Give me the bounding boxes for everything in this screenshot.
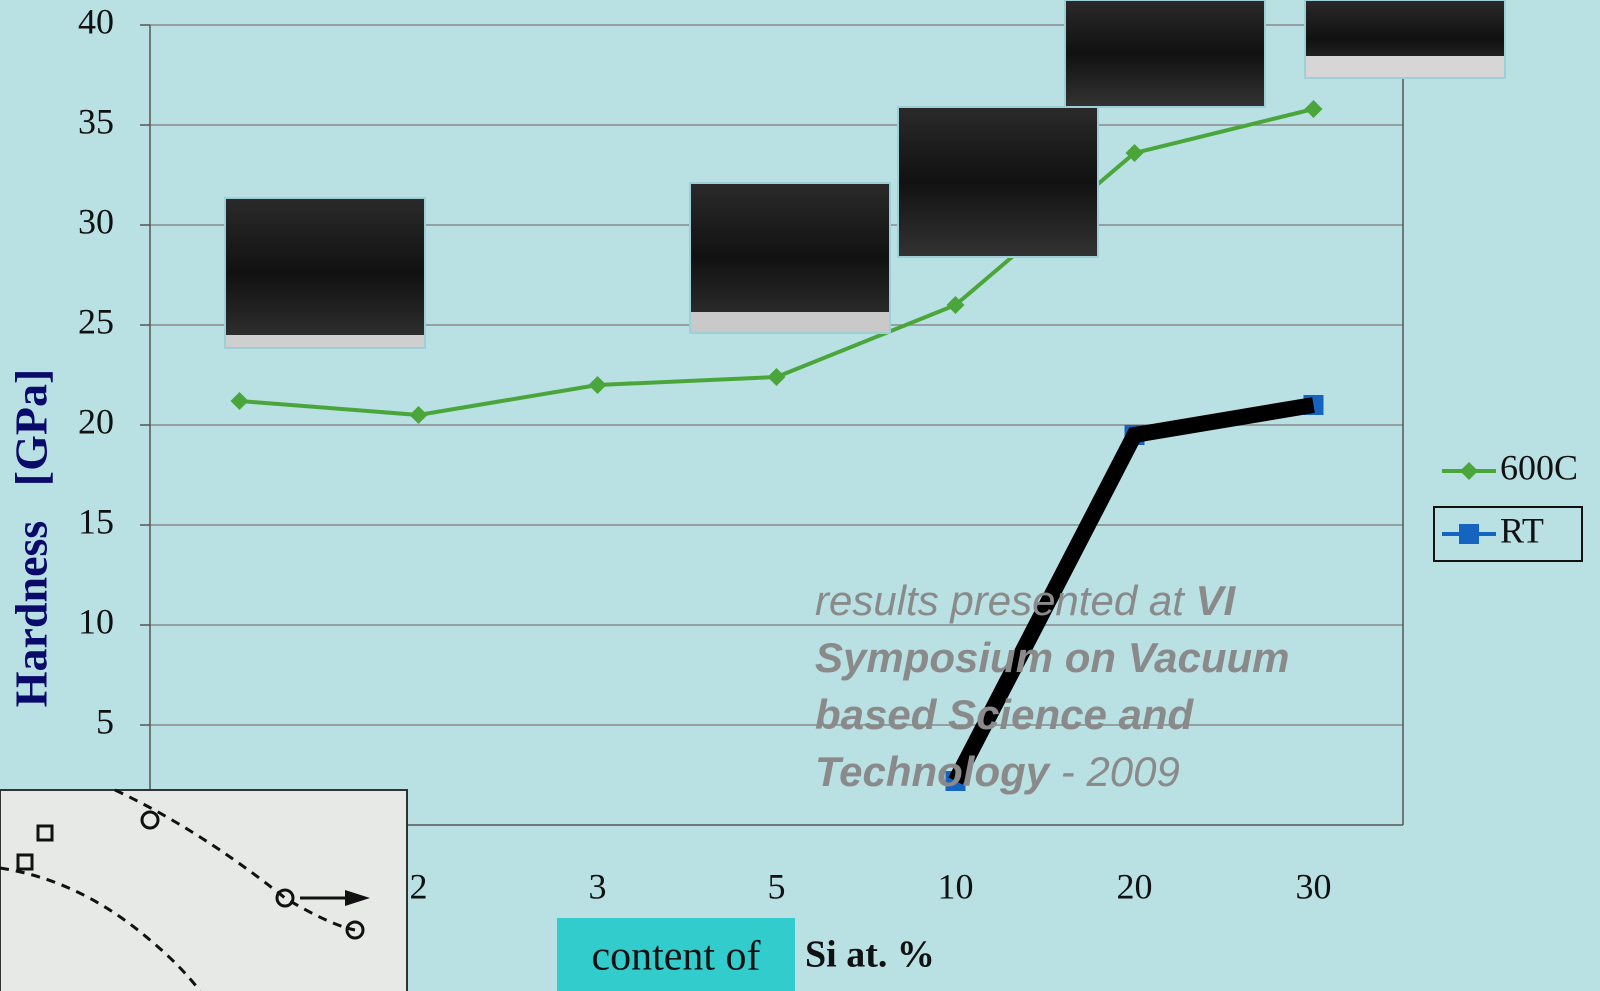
x-label-box [557, 918, 795, 991]
y-tick-label: 10 [78, 601, 114, 641]
annotation-part: Symposium on Vacuum [815, 634, 1290, 681]
x-tick-label: 3 [589, 866, 607, 906]
x-tick-label: 5 [768, 866, 786, 906]
inset-point [140, 810, 160, 830]
substrate [226, 335, 424, 347]
x-tick-label: 2 [410, 866, 428, 906]
micrograph [897, 106, 1099, 258]
y-tick-label: 40 [78, 1, 114, 41]
annotation-part: - 2009 [1049, 748, 1180, 795]
legend-label: RT [1500, 510, 1544, 550]
y-tick-label: 15 [78, 501, 114, 541]
inset-frame [0, 789, 408, 991]
y-tick-label: 20 [78, 401, 114, 441]
overlay: 600C RT results presented at VI Symposium o… [815, 395, 1583, 795]
annotation-part: results presented at [815, 577, 1196, 624]
marker [1459, 524, 1479, 544]
y-tick-label: 30 [78, 201, 114, 241]
inset-point [345, 920, 365, 940]
annotation: results presented at VI [815, 577, 1237, 624]
x-label: Si at. % [805, 934, 935, 976]
y-tick-label: 5 [96, 701, 114, 741]
y-tick-label: 35 [78, 101, 114, 141]
substrate [1306, 56, 1504, 77]
marker [230, 392, 249, 410]
marker [1460, 462, 1478, 480]
x-tick-label: 30 [1296, 866, 1332, 906]
x-label: content of [591, 934, 760, 980]
marker [409, 406, 428, 424]
micrographs [224, 0, 1506, 349]
micrograph [1064, 0, 1266, 108]
annotation: Symposium on Vacuum [815, 634, 1290, 681]
inset-point [16, 853, 34, 871]
marker [588, 376, 607, 394]
micrograph [224, 197, 426, 349]
marker [946, 296, 965, 314]
series-line [948, 397, 1315, 785]
inset-curve [0, 866, 202, 991]
inset-arrowhead [345, 890, 370, 906]
annotation: Technology - 2009 [815, 748, 1180, 795]
annotation-part: Technology [815, 748, 1052, 795]
inset-point [36, 824, 54, 842]
annotation-part: VI [1196, 577, 1237, 624]
y-tick-label: 25 [78, 301, 114, 341]
inset-plot [0, 788, 408, 991]
micrograph [689, 182, 891, 334]
legend-box [1433, 506, 1583, 562]
annotation: based Science and [815, 691, 1195, 738]
x-tick-label: 20 [1117, 866, 1153, 906]
substrate [691, 312, 889, 332]
annotation-part: based Science and [815, 691, 1195, 738]
marker [767, 368, 786, 386]
legend-label: 600C [1500, 447, 1578, 487]
y-label: Hardness [GPa] [6, 369, 57, 708]
marker [1304, 100, 1323, 118]
x-tick-label: 10 [938, 866, 974, 906]
marker [1125, 144, 1144, 162]
inset-point [275, 888, 295, 908]
